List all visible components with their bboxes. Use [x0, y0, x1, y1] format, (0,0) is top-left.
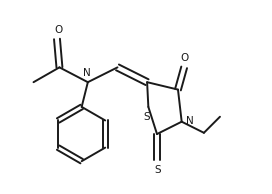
Text: S: S: [154, 165, 161, 175]
Text: N: N: [84, 68, 91, 78]
Text: O: O: [181, 53, 189, 63]
Text: N: N: [186, 116, 194, 126]
Text: O: O: [54, 25, 62, 35]
Text: S: S: [144, 112, 150, 122]
